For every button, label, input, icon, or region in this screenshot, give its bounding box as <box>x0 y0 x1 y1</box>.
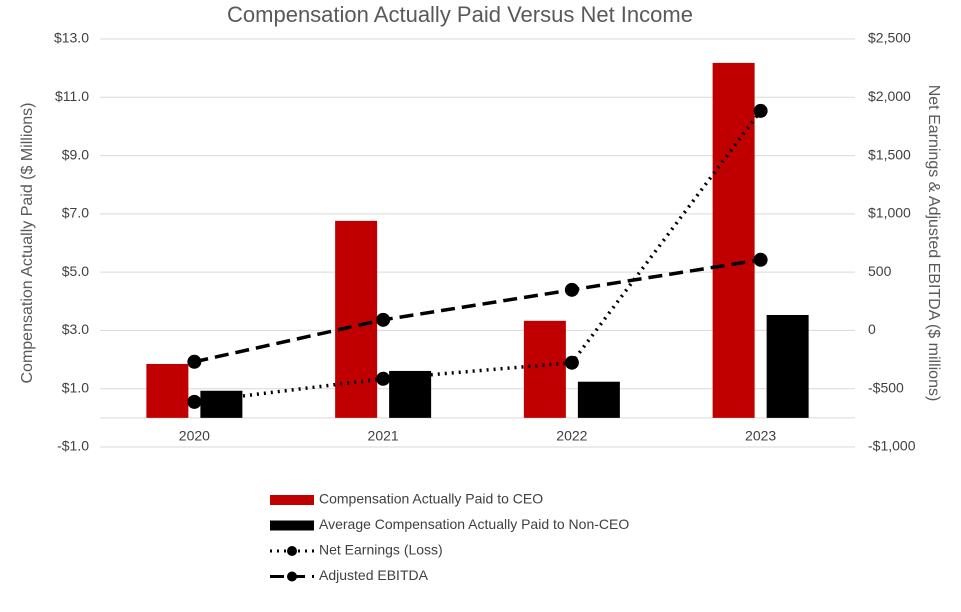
legend-swatch <box>270 495 314 505</box>
y2-tick-label: -$1,000 <box>868 438 916 454</box>
y-tick-label: $13.0 <box>54 30 89 46</box>
bar <box>335 220 378 418</box>
y2-tick-label: $1,000 <box>868 205 911 221</box>
legend-swatch <box>270 520 314 531</box>
y2-tick-label: -$500 <box>868 379 904 395</box>
bar <box>577 381 620 418</box>
marker <box>187 354 202 369</box>
chart-title: Compensation Actually Paid Versus Net In… <box>227 2 693 27</box>
marker <box>564 355 579 370</box>
y2-tick-label: 500 <box>868 263 892 279</box>
y-tick-label: $5.0 <box>62 263 89 279</box>
y2-tick-label: 0 <box>868 321 876 337</box>
marker <box>376 371 391 386</box>
x-tick-label: 2022 <box>556 428 587 444</box>
marker <box>376 312 391 327</box>
bar <box>712 62 755 418</box>
y-tick-label: $11.0 <box>55 88 89 104</box>
x-tick-label: 2021 <box>368 428 399 444</box>
marker <box>564 282 579 297</box>
line-series <box>194 109 763 404</box>
line-series <box>193 258 761 364</box>
marker <box>753 252 768 267</box>
y-axis-title: Compensation Actually Paid ($ Millions) <box>19 102 36 383</box>
y-tick-label: -$1.0 <box>57 438 89 454</box>
legend-marker <box>287 546 297 556</box>
legend-marker <box>287 571 297 582</box>
legend-label: Adjusted EBITDA <box>319 567 429 583</box>
marker <box>753 103 768 118</box>
y2-axis-title: Net Earnings & Adjusted EBITDA ($ millio… <box>925 85 942 402</box>
bar <box>766 314 809 418</box>
bar <box>146 363 189 418</box>
legend-label: Compensation Actually Paid to CEO <box>319 491 543 507</box>
y2-tick-label: $2,500 <box>868 30 911 46</box>
y-tick-label: $3.0 <box>62 321 89 337</box>
x-tick-label: 2020 <box>179 428 210 444</box>
x-tick-label: 2023 <box>745 428 776 444</box>
y2-tick-label: $1,500 <box>868 146 911 162</box>
y-tick-label: $7.0 <box>62 205 89 221</box>
legend-label: Average Compensation Actually Paid to No… <box>319 516 629 532</box>
marker <box>187 394 202 409</box>
bar <box>200 390 243 418</box>
bar <box>523 320 566 418</box>
y-tick-label: $9.0 <box>62 146 89 162</box>
y2-tick-label: $2,000 <box>868 88 911 104</box>
y-tick-label: $1.0 <box>62 379 89 395</box>
legend-label: Net Earnings (Loss) <box>319 542 443 558</box>
